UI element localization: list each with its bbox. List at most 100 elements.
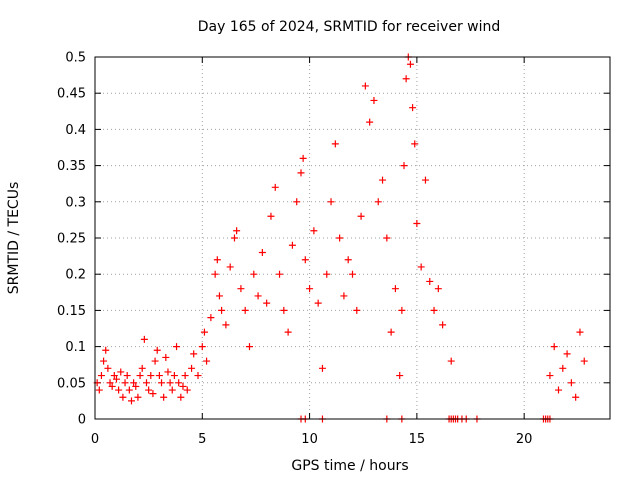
data-point [213, 256, 221, 264]
data-point [102, 346, 110, 354]
data-point [198, 343, 206, 351]
data-point [366, 118, 374, 126]
data-point [153, 346, 161, 354]
y-tick-label: 0.3 [65, 195, 86, 210]
x-tick-label: 0 [91, 432, 99, 447]
data-point [299, 154, 307, 162]
data-point [162, 353, 170, 361]
data-point [426, 277, 434, 285]
data-point [211, 270, 219, 278]
data-point [134, 393, 142, 401]
data-point [140, 335, 148, 343]
data-point [149, 390, 157, 398]
data-point [132, 382, 140, 390]
data-point [439, 321, 447, 329]
data-point [353, 306, 361, 314]
data-point [340, 292, 348, 300]
data-point [402, 75, 410, 83]
data-point [200, 328, 208, 336]
data-point [207, 314, 215, 322]
data-point [430, 306, 438, 314]
y-tick-label: 0.15 [57, 304, 86, 319]
data-point [145, 386, 153, 394]
data-point [310, 227, 318, 235]
data-point [288, 241, 296, 249]
data-point [215, 292, 223, 300]
x-axis-label: GPS time / hours [291, 458, 408, 474]
data-point [194, 372, 202, 380]
data-point [327, 198, 335, 206]
data-point [559, 364, 567, 372]
data-point [409, 104, 417, 112]
data-point [117, 368, 125, 376]
data-point [400, 162, 408, 170]
data-point [258, 248, 266, 256]
data-point [357, 212, 365, 220]
data-point [183, 386, 191, 394]
x-tick-label: 20 [516, 432, 533, 447]
data-point [555, 386, 562, 394]
data-point [190, 350, 198, 358]
data-point [123, 372, 131, 380]
data-point [233, 227, 241, 235]
data-point [413, 220, 421, 228]
data-point [147, 372, 155, 380]
data-point [361, 82, 369, 90]
data-point [374, 198, 382, 206]
data-point [250, 270, 258, 278]
y-axis-label: SRMTID / TECUs [6, 182, 22, 295]
data-point [125, 386, 133, 394]
data-point [108, 382, 116, 390]
data-point [314, 299, 322, 307]
data-point [297, 169, 305, 177]
data-point [218, 306, 226, 314]
data-point [421, 176, 429, 184]
data-point [241, 306, 249, 314]
x-tick-label: 10 [301, 432, 318, 447]
data-point [226, 263, 234, 271]
y-tick-label: 0.45 [57, 87, 86, 102]
data-point [293, 198, 301, 206]
data-points [93, 53, 588, 423]
data-point [173, 343, 181, 351]
data-point [177, 393, 185, 401]
data-point [175, 379, 183, 387]
data-point [100, 357, 108, 365]
data-point [203, 357, 211, 365]
data-point [546, 372, 554, 380]
data-point [222, 321, 230, 329]
data-point [104, 364, 112, 372]
data-point [254, 292, 262, 300]
data-point [391, 285, 399, 293]
data-point [106, 379, 114, 387]
x-tick-label: 15 [409, 432, 426, 447]
data-point [97, 372, 105, 380]
data-point [349, 270, 356, 278]
data-point [331, 140, 339, 148]
data-point [447, 357, 455, 365]
data-point [237, 285, 245, 293]
data-point [396, 372, 404, 380]
y-tick-label: 0.5 [65, 51, 86, 66]
data-point [119, 393, 127, 401]
data-point [323, 270, 331, 278]
y-tick-label: 0.05 [57, 376, 86, 391]
data-point [276, 270, 284, 278]
data-point [567, 379, 575, 387]
data-point [434, 285, 442, 293]
data-point [181, 372, 189, 380]
data-point [406, 60, 414, 68]
data-point [318, 364, 326, 372]
axis-ticks: 0 0.05 0.1 0.15 0.2 0.25 0.3 0.35 0.4 0.45 0.5 0 5 10… [57, 51, 610, 447]
data-point [563, 350, 571, 358]
data-point [155, 372, 163, 380]
data-point [164, 368, 172, 376]
y-tick-label: 0 [78, 413, 86, 428]
data-point [230, 234, 238, 242]
data-point [417, 263, 425, 271]
data-point [95, 386, 103, 394]
data-point [379, 176, 387, 184]
data-point [151, 357, 159, 365]
data-point [110, 372, 118, 380]
